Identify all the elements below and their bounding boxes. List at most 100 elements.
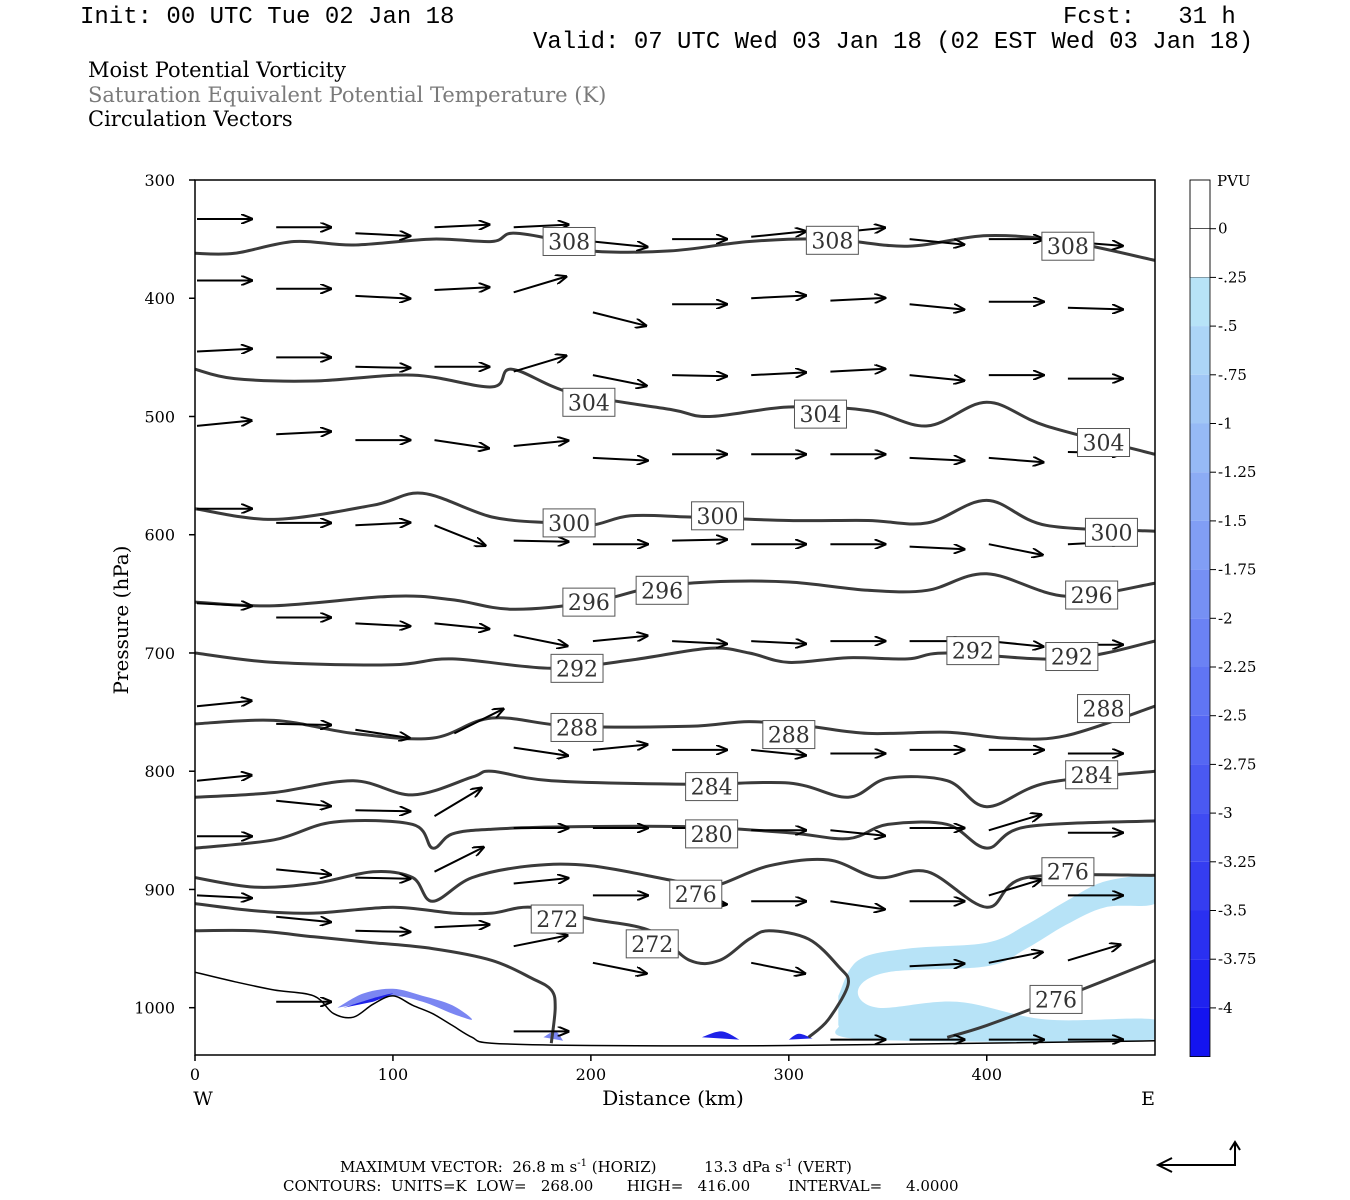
- contour-label: 296: [568, 591, 610, 616]
- circulation-vector: [988, 458, 1044, 462]
- circulation-vector: [355, 367, 410, 368]
- colorbar-cell: [1190, 374, 1210, 424]
- contour-label: 288: [768, 724, 810, 749]
- circulation-vector: [434, 439, 489, 448]
- colorbar-cell: [1190, 764, 1210, 814]
- contour-label: 308: [811, 229, 853, 254]
- colorbar-cell: [1190, 813, 1210, 862]
- contour-label: 304: [1083, 432, 1125, 457]
- y-tick-label: 500: [144, 407, 175, 426]
- pv-region: [788, 1033, 813, 1040]
- colorbar-cell: [1190, 1007, 1210, 1057]
- circulation-vector: [592, 311, 646, 325]
- circulation-vector: [276, 432, 331, 435]
- field-title-vectors: Circulation Vectors: [88, 107, 293, 131]
- circulation-vector: [513, 356, 567, 373]
- circulation-vector: [453, 709, 503, 735]
- contour-label-box: [562, 587, 616, 617]
- circulation-vector: [355, 233, 410, 236]
- theta-e-contour-280: [195, 819, 1155, 850]
- contour-label: 276: [1035, 988, 1077, 1013]
- forecast-hour: Fcst: 31 h: [1063, 4, 1236, 31]
- contour-label: 284: [691, 776, 733, 801]
- contour-label-box: [793, 399, 847, 429]
- contour-label: 280: [691, 823, 733, 848]
- colorbar-cell: [1190, 423, 1210, 473]
- circulation-vector: [355, 523, 410, 526]
- theta-e-contour-308: [195, 231, 1155, 262]
- circulation-vector: [988, 815, 1042, 832]
- colorbar-cell: [1190, 277, 1210, 327]
- theta-e-contour-304: [195, 367, 1155, 456]
- contour-label: 296: [1071, 584, 1113, 609]
- colorbar-label: -3.25: [1218, 853, 1256, 871]
- contour-label-box: [530, 904, 584, 934]
- colorbar-label: -1.5: [1218, 512, 1247, 530]
- field-title-thetae: Saturation Equivalent Potential Temperat…: [88, 83, 607, 107]
- circulation-vector: [355, 931, 410, 932]
- contour-label-box: [669, 879, 723, 909]
- contour-label-box: [1084, 517, 1138, 547]
- contour-label-box: [1029, 984, 1083, 1014]
- circulation-vector: [434, 287, 490, 290]
- colorbar-label: -2: [1218, 609, 1233, 627]
- circulation-vector: [513, 541, 569, 542]
- circulation-vector: [196, 775, 252, 782]
- pv-region: [835, 876, 1155, 1042]
- theta-e-contours: [195, 231, 1155, 1047]
- contour-label-box: [1045, 642, 1099, 672]
- colorbar-label: -3.5: [1218, 902, 1247, 920]
- circulation-vector: [751, 231, 806, 238]
- reference-vector: [1155, 1140, 1241, 1173]
- y-tick-label: 300: [144, 171, 175, 190]
- max-vector-note: MAXIMUM VECTOR: 26.8 m s-1 (HORIZ) 13.3 …: [340, 1158, 852, 1176]
- east-label: E: [1141, 1088, 1155, 1110]
- pv-region: [337, 988, 473, 1020]
- contour-label: 292: [556, 657, 598, 682]
- colorbar-cell: [1190, 472, 1210, 521]
- contour-label: 272: [631, 933, 673, 958]
- y-tick-label: 700: [144, 644, 175, 663]
- colorbar-title: PVU: [1217, 172, 1251, 190]
- theta-e-contour-288: [195, 704, 1155, 741]
- y-tick-label: 900: [144, 880, 175, 899]
- axes: 300 400 500 600 700 800 900 1000 0 100 200 300 400 W E: [134, 171, 1155, 1110]
- theta-e-contour-268: [195, 928, 557, 1044]
- y-tick-label: 400: [144, 289, 175, 308]
- plot-frame: [194, 179, 1156, 1056]
- circulation-vector: [830, 829, 885, 836]
- circulation-vector: [433, 788, 482, 817]
- contour-label-box: [542, 226, 596, 256]
- theta-e-contour-292: [195, 639, 1155, 670]
- colorbar-label: -2.25: [1218, 658, 1256, 676]
- circulation-vector: [1067, 945, 1121, 962]
- contour-label: 276: [1047, 861, 1089, 886]
- circulation-vector: [672, 540, 727, 541]
- contour-labels: 308 308 308 304 304 304 300 300 300 296 296 296 292 2…: [530, 225, 1138, 1014]
- circulation-vector: [513, 225, 569, 228]
- contour-label: 300: [548, 512, 590, 537]
- circulation-vector: [909, 547, 965, 550]
- circulation-vector: [988, 880, 1042, 897]
- colorbar: PVU 0 -.25 -.5 -.75 -1 -1.25 -1.5 -1.75 -2 -2.25 -2…: [1189, 172, 1256, 1057]
- contour-label: 288: [556, 716, 598, 741]
- circulation-vector: [751, 372, 806, 375]
- contour-label: 288: [1083, 698, 1125, 723]
- circulation-vector: [355, 623, 410, 626]
- contour-label-box: [1065, 580, 1119, 610]
- circulation-vector: [276, 868, 331, 874]
- circulation-vector: [672, 375, 727, 376]
- circulation-vector: [909, 964, 965, 967]
- colorbar-cell: [1190, 910, 1210, 960]
- circulation-vector: [1067, 308, 1123, 310]
- contour-label-box: [550, 653, 604, 683]
- circulation-vector: [988, 543, 1043, 555]
- x-tick-label: 0: [190, 1065, 200, 1084]
- circulation-vector: [434, 622, 490, 629]
- theta-e-contour-272: [195, 902, 850, 1039]
- contour-label-box: [946, 636, 1000, 666]
- circulation-vector: [909, 238, 965, 245]
- circulation-vector: [196, 349, 252, 352]
- colorbar-cell: [1190, 618, 1210, 667]
- colorbar-cell: [1190, 520, 1210, 570]
